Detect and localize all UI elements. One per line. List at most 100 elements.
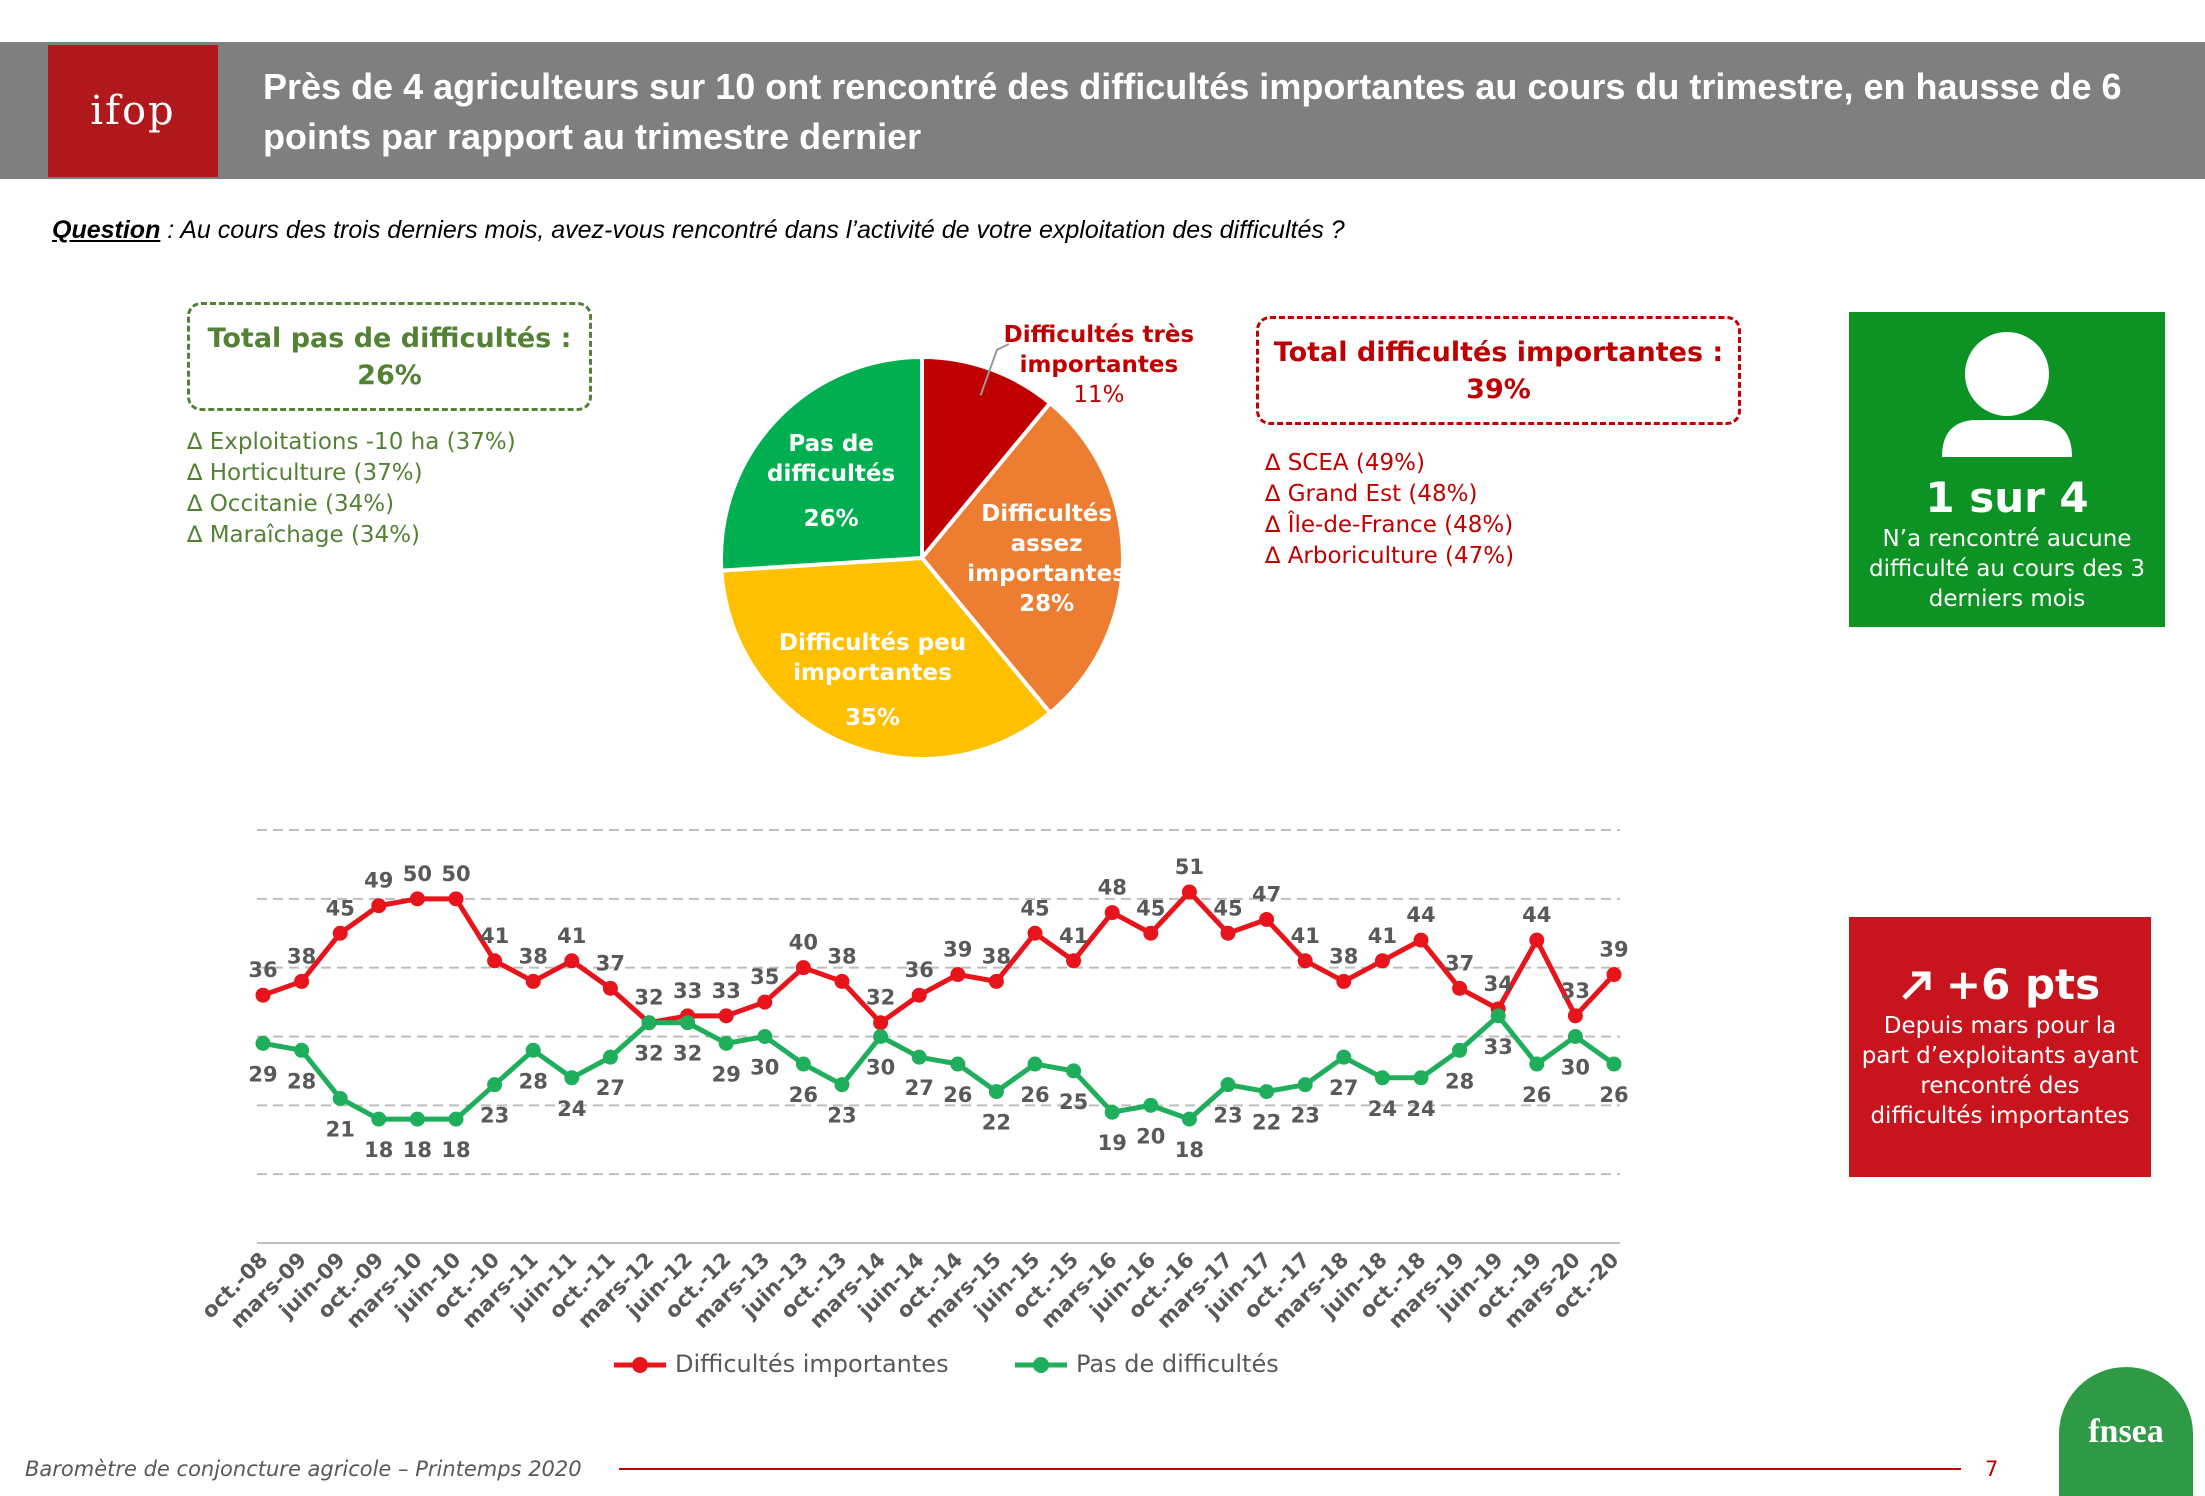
point: [1104, 905, 1120, 921]
point: [1259, 1084, 1275, 1100]
point: [371, 898, 387, 914]
page-number: 7: [1985, 1457, 1999, 1481]
data-label: 34: [1484, 972, 1513, 996]
point: [487, 1077, 503, 1093]
footer-text: Baromètre de conjoncture agricole – Prin…: [25, 1457, 582, 1481]
question-text: : Au cours des trois derniers mois, avez…: [160, 216, 1345, 244]
data-label: 26: [943, 1083, 972, 1107]
data-label: 32: [866, 986, 895, 1010]
card-text: Depuis mars pour la part d’exploitants a…: [1861, 1013, 2139, 1129]
card-headline: +6 pts: [1945, 960, 2101, 1009]
list-item: ∆ Horticulture (37%): [187, 460, 423, 486]
point: [1066, 953, 1082, 969]
data-label: 45: [1136, 896, 1165, 920]
data-label: 40: [789, 931, 818, 955]
data-label: 24: [557, 1097, 586, 1121]
data-label: 38: [827, 944, 856, 968]
question-label: Question: [52, 216, 161, 244]
data-label: 29: [248, 1062, 277, 1086]
data-label: 18: [403, 1138, 432, 1162]
point: [1143, 925, 1159, 941]
point: [1374, 953, 1390, 969]
data-label: 29: [712, 1062, 741, 1086]
point: [294, 1042, 310, 1058]
data-label: 36: [905, 958, 934, 982]
point: [564, 953, 580, 969]
point: [1413, 932, 1429, 948]
data-label: 45: [326, 896, 355, 920]
difficulty-box: Total difficultés importantes : 39%: [1256, 316, 1741, 425]
point: [988, 973, 1004, 989]
point: [1529, 932, 1545, 948]
data-label: 38: [287, 944, 316, 968]
list-item: ∆ Arboriculture (47%): [1265, 543, 1515, 569]
slide-title: Près de 4 agriculteurs sur 10 ont rencon…: [263, 66, 2122, 157]
data-label: 20: [1136, 1124, 1165, 1148]
data-label: 23: [1213, 1104, 1242, 1128]
point: [1220, 925, 1236, 941]
no-difficulty-box: Total pas de difficultés : 26%: [187, 302, 592, 411]
data-label: 35: [750, 965, 779, 989]
point: [1027, 925, 1043, 941]
data-label: 27: [905, 1076, 934, 1100]
data-label: 22: [1252, 1111, 1281, 1135]
data-label: 30: [750, 1056, 779, 1080]
point: [332, 925, 348, 941]
fnsea-logo: fnsea: [2059, 1367, 2193, 1496]
point: [602, 1049, 618, 1065]
data-label: 41: [1291, 924, 1320, 948]
data-label: 39: [943, 938, 972, 962]
point: [409, 891, 425, 907]
point: [525, 973, 541, 989]
point: [1336, 973, 1352, 989]
data-label: 18: [364, 1138, 393, 1162]
point: [1336, 1049, 1352, 1065]
data-label: 36: [248, 958, 277, 982]
point: [448, 1111, 464, 1127]
point: [1413, 1070, 1429, 1086]
legend-marker: [632, 1357, 648, 1373]
data-label: 26: [1522, 1083, 1551, 1107]
data-label: 23: [1291, 1104, 1320, 1128]
data-label: 23: [827, 1104, 856, 1128]
data-label: 50: [403, 862, 432, 886]
point: [1567, 1008, 1583, 1024]
data-label: 28: [1445, 1069, 1474, 1093]
card-headline: 1 sur 4: [1925, 473, 2089, 522]
data-label: 41: [557, 924, 586, 948]
data-label: 41: [1368, 924, 1397, 948]
point: [680, 1015, 696, 1031]
pie-slice: [719, 354, 924, 573]
point: [641, 1015, 657, 1031]
point: [294, 973, 310, 989]
data-label: 22: [982, 1111, 1011, 1135]
point: [1027, 1056, 1043, 1072]
point: [911, 987, 927, 1003]
footer-rule: [619, 1468, 1961, 1470]
point: [1452, 1042, 1468, 1058]
legend-marker: [1033, 1357, 1049, 1373]
data-label: 27: [596, 1076, 625, 1100]
point: [1297, 953, 1313, 969]
point: [950, 1056, 966, 1072]
data-label: 41: [480, 924, 509, 948]
point: [1567, 1029, 1583, 1044]
data-label: 24: [1368, 1097, 1397, 1121]
data-label: 47: [1252, 882, 1281, 906]
data-label: 37: [596, 951, 625, 975]
point: [795, 960, 811, 976]
point: [1374, 1070, 1390, 1086]
data-label: 44: [1406, 903, 1435, 927]
data-label: 30: [1561, 1056, 1590, 1080]
box-value: 26%: [357, 359, 422, 391]
point: [255, 1035, 271, 1051]
point: [602, 980, 618, 996]
difficulty-list: ∆ SCEA (49%) ∆ Grand Est (48%) ∆ Île-de-…: [1265, 448, 1514, 572]
box-title: Total difficultés importantes :: [1273, 336, 1724, 368]
question: Question : Au cours des trois derniers m…: [52, 216, 1345, 245]
pie-label: Pas de difficultés: [767, 430, 896, 487]
point: [873, 1015, 889, 1031]
point: [1181, 1111, 1197, 1127]
data-label: 48: [1098, 876, 1127, 900]
point: [1452, 980, 1468, 996]
